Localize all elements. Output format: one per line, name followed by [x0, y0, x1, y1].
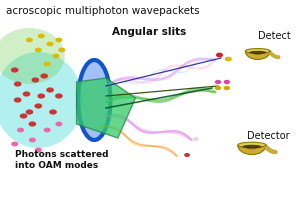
Circle shape: [40, 73, 48, 79]
Circle shape: [26, 38, 33, 42]
Circle shape: [14, 81, 22, 87]
Text: Detector: Detector: [248, 131, 290, 141]
Circle shape: [184, 153, 190, 157]
Circle shape: [215, 80, 221, 84]
Circle shape: [52, 54, 59, 58]
Wedge shape: [245, 51, 270, 59]
Circle shape: [23, 91, 30, 97]
Circle shape: [46, 42, 54, 46]
Text: Detect: Detect: [258, 31, 290, 41]
Circle shape: [49, 109, 57, 115]
Ellipse shape: [245, 49, 270, 53]
Circle shape: [28, 121, 36, 127]
Circle shape: [224, 86, 230, 90]
Circle shape: [11, 142, 18, 146]
Circle shape: [56, 38, 62, 42]
Ellipse shape: [85, 72, 104, 128]
Wedge shape: [238, 145, 266, 155]
Circle shape: [38, 34, 45, 38]
Circle shape: [216, 53, 223, 57]
Circle shape: [20, 113, 27, 119]
Ellipse shape: [0, 28, 65, 84]
Polygon shape: [76, 78, 136, 138]
Text: Angular slits: Angular slits: [112, 27, 186, 37]
Circle shape: [224, 80, 230, 84]
Circle shape: [11, 67, 19, 73]
Circle shape: [35, 48, 42, 52]
Circle shape: [215, 86, 221, 90]
Circle shape: [17, 128, 24, 132]
Circle shape: [32, 77, 39, 83]
Circle shape: [46, 87, 54, 93]
Circle shape: [38, 93, 45, 99]
Circle shape: [55, 93, 63, 99]
Circle shape: [193, 137, 199, 141]
Circle shape: [58, 48, 65, 52]
Circle shape: [44, 62, 51, 66]
Circle shape: [34, 103, 42, 109]
Ellipse shape: [249, 51, 266, 54]
Circle shape: [44, 128, 51, 132]
Circle shape: [56, 122, 62, 126]
Text: acroscopic multiphoton wavepackets: acroscopic multiphoton wavepackets: [6, 6, 200, 16]
Ellipse shape: [78, 60, 110, 140]
Circle shape: [26, 109, 33, 115]
Circle shape: [29, 138, 36, 142]
Circle shape: [14, 97, 22, 103]
Ellipse shape: [242, 145, 261, 148]
Ellipse shape: [0, 52, 82, 148]
Circle shape: [35, 148, 42, 152]
Text: Photons scattered
into OAM modes: Photons scattered into OAM modes: [15, 150, 108, 170]
Ellipse shape: [238, 142, 266, 148]
Circle shape: [225, 57, 232, 61]
